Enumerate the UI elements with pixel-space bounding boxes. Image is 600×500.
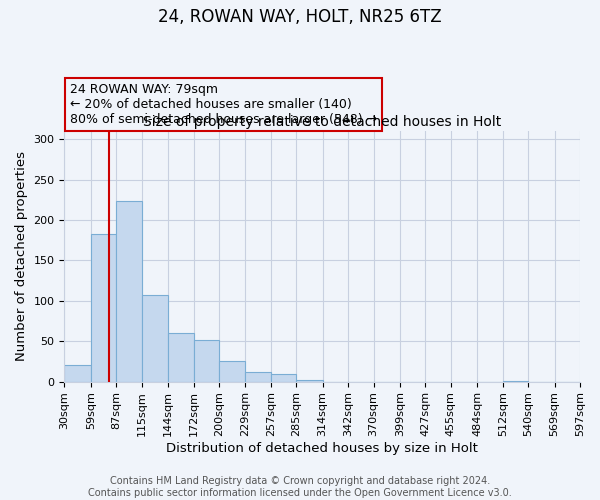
Bar — [296, 380, 323, 382]
Text: Contains HM Land Registry data © Crown copyright and database right 2024.
Contai: Contains HM Land Registry data © Crown c… — [88, 476, 512, 498]
Bar — [194, 340, 219, 382]
Bar — [219, 360, 245, 382]
Bar — [116, 200, 142, 382]
Bar — [503, 381, 528, 382]
Bar — [168, 333, 194, 382]
Text: 24 ROWAN WAY: 79sqm
← 20% of detached houses are smaller (140)
80% of semi-detac: 24 ROWAN WAY: 79sqm ← 20% of detached ho… — [70, 83, 377, 126]
Title: Size of property relative to detached houses in Holt: Size of property relative to detached ho… — [143, 114, 502, 128]
Bar — [245, 372, 271, 382]
X-axis label: Distribution of detached houses by size in Holt: Distribution of detached houses by size … — [166, 442, 478, 455]
Bar — [142, 295, 168, 382]
Y-axis label: Number of detached properties: Number of detached properties — [15, 152, 28, 362]
Bar — [91, 234, 116, 382]
Text: 24, ROWAN WAY, HOLT, NR25 6TZ: 24, ROWAN WAY, HOLT, NR25 6TZ — [158, 8, 442, 26]
Bar — [64, 366, 91, 382]
Bar — [271, 374, 296, 382]
